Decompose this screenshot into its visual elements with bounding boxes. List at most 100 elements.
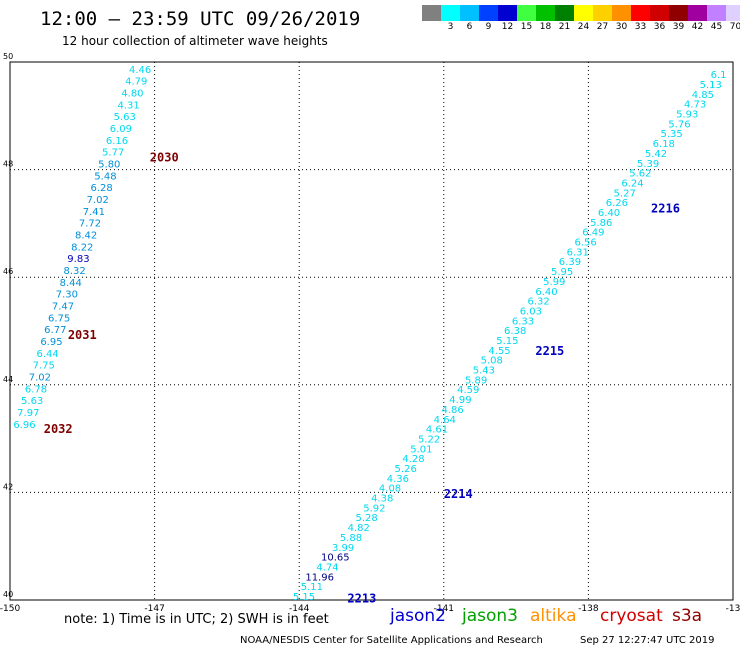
wave-height-value: 6.44	[36, 349, 58, 360]
pass-time-label: 2214	[444, 487, 473, 501]
legend-item: altika	[530, 606, 577, 626]
wave-height-value: 5.77	[102, 148, 124, 159]
wave-height-value: 4.28	[402, 454, 424, 465]
scale-swatch	[593, 5, 612, 21]
wave-height-value: 5.15	[496, 336, 518, 347]
scale-swatch	[536, 5, 555, 21]
scale-swatch	[517, 5, 536, 21]
wave-height-value: 7.97	[17, 408, 39, 419]
wave-height-value: 6.49	[582, 228, 604, 239]
latitude-tick-label: 46	[3, 267, 13, 276]
wave-height-value: 4.82	[348, 523, 370, 534]
wave-height-color-scale	[422, 5, 740, 21]
legend-item: jason3	[462, 606, 518, 626]
wave-height-value: 6.09	[110, 124, 132, 135]
generation-timestamp: Sep 27 12:27:47 UTC 2019	[580, 635, 715, 646]
wave-height-value: 10.65	[321, 553, 350, 564]
latitude-tick-label: 44	[3, 375, 13, 384]
wave-height-value: 5.92	[363, 503, 385, 514]
wave-height-value: 4.59	[457, 385, 479, 396]
wave-height-value: 5.43	[473, 366, 495, 377]
wave-height-value: 5.99	[543, 277, 565, 288]
scale-label: 24	[577, 22, 590, 32]
longitude-tick-label: -150	[0, 604, 20, 614]
wave-height-value: 4.61	[426, 425, 448, 436]
latitude-tick-label: 50	[3, 52, 13, 61]
credit-line: NOAA/NESDIS Center for Satellite Applica…	[240, 635, 543, 646]
wave-height-value: 5.63	[114, 112, 136, 123]
wave-height-value: 5.93	[676, 110, 698, 121]
pass-time-label: 2032	[44, 422, 73, 436]
wave-height-value: 6.75	[48, 313, 70, 324]
wave-height-value: 5.27	[614, 188, 636, 199]
scale-swatch	[650, 5, 669, 21]
wave-height-value: 5.80	[98, 159, 120, 170]
longitude-tick-label: -141	[434, 604, 454, 614]
legend-item: cryosat	[600, 606, 663, 626]
scale-label: 27	[596, 22, 609, 32]
wave-height-value: 5.39	[637, 159, 659, 170]
wave-height-value: 5.35	[660, 129, 682, 140]
latitude-tick-label: 42	[3, 482, 13, 491]
scale-label: 3	[447, 22, 454, 32]
wave-height-value: 5.48	[94, 171, 116, 182]
legend-item: s3a	[672, 606, 703, 626]
scale-swatch	[555, 5, 574, 21]
wave-height-value: 4.31	[117, 100, 139, 111]
longitude-tick-label: -13	[726, 604, 740, 614]
longitude-tick-label: -138	[578, 604, 599, 614]
wave-height-value: 7.02	[87, 195, 109, 206]
wave-height-value: 5.63	[21, 396, 43, 407]
wave-height-value: 6.96	[13, 420, 35, 431]
wave-height-value: 4.73	[684, 100, 706, 111]
wave-height-value: 4.36	[387, 474, 409, 485]
wave-height-value: 4.86	[441, 405, 463, 416]
wave-height-value: 7.47	[52, 301, 74, 312]
scale-swatch	[460, 5, 479, 21]
wave-height-value: 5.62	[629, 169, 651, 180]
wave-height-value: 7.41	[83, 207, 105, 218]
scale-label: 15	[520, 22, 533, 32]
scale-swatch	[612, 5, 631, 21]
scale-swatch	[707, 5, 726, 21]
scale-label: 36	[653, 22, 666, 32]
scale-swatch	[422, 5, 441, 21]
scale-swatch	[441, 5, 460, 21]
scale-swatch	[498, 5, 517, 21]
scale-label: 45	[710, 22, 723, 32]
wave-height-value: 8.32	[63, 266, 85, 277]
pass-time-label: 2213	[347, 592, 376, 606]
wave-height-value: 4.08	[379, 484, 401, 495]
wave-height-value: 8.42	[75, 230, 97, 241]
latitude-tick-label: 48	[3, 160, 13, 169]
wave-height-value: 6.95	[40, 337, 62, 348]
scale-label: 6	[466, 22, 473, 32]
wave-height-value: 9.83	[67, 254, 89, 265]
wave-height-value: 6.1	[711, 70, 727, 81]
wave-height-value: 5.86	[590, 218, 612, 229]
wave-height-value: 6.18	[653, 139, 675, 150]
legend-item: jason2	[390, 606, 446, 626]
wave-height-value: 6.31	[567, 247, 589, 258]
wave-height-value: 7.75	[33, 361, 55, 372]
wave-height-value: 6.24	[621, 178, 643, 189]
wave-height-value: 3.99	[332, 543, 354, 554]
wave-height-value: 4.99	[449, 395, 471, 406]
wave-height-value: 4.74	[316, 562, 338, 573]
scale-label: 33	[634, 22, 647, 32]
scale-swatch	[726, 5, 740, 21]
scale-label: 30	[615, 22, 628, 32]
pass-time-label: 2031	[68, 328, 97, 342]
wave-height-value: 5.42	[645, 149, 667, 160]
wave-height-value: 7.30	[56, 290, 78, 301]
wave-height-value: 5.08	[481, 356, 503, 367]
wave-height-value: 6.28	[90, 183, 112, 194]
scale-label: 21	[558, 22, 571, 32]
wave-height-value: 5.89	[465, 375, 487, 386]
footer-note: note: 1) Time is in UTC; 2) SWH is in fe…	[64, 612, 329, 627]
wave-height-value: 6.16	[106, 136, 128, 147]
wave-height-value: 6.38	[504, 326, 526, 337]
wave-height-value: 5.13	[700, 80, 722, 91]
map-frame	[9, 61, 734, 601]
